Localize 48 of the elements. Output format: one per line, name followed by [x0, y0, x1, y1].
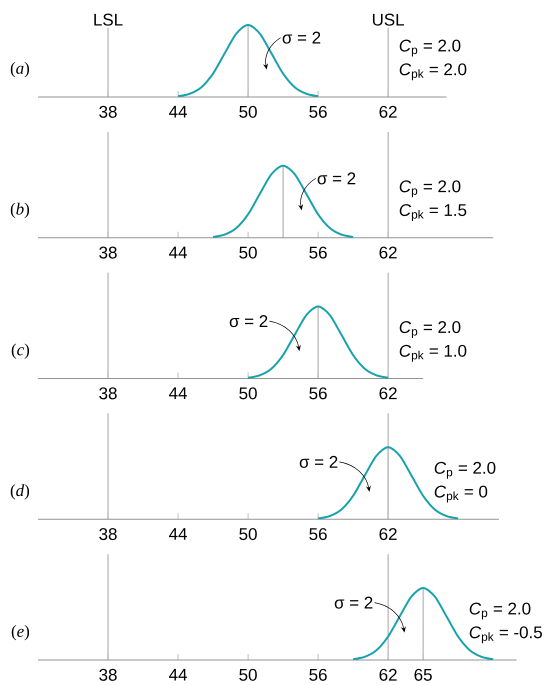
ref-line-label: USL	[372, 14, 404, 26]
x-tick-label: 50	[239, 528, 257, 540]
x-tick-label: 65	[414, 668, 432, 681]
x-tick-label: 38	[99, 106, 117, 118]
x-tick-label: 50	[239, 246, 257, 259]
annotation: C$_{pk}$ = -0.5	[470, 626, 542, 644]
annotation: C$_{pk}$ = 0	[434, 486, 488, 503]
x-tick-label: 50	[239, 387, 257, 400]
x-tick-label: 38	[99, 668, 117, 681]
annotation: σ = 2	[300, 456, 338, 468]
text: (b)	[10, 202, 30, 218]
x-tick-label: 38	[99, 387, 117, 400]
annotation: C$_{p}$ = 2.0	[434, 462, 496, 479]
x-tick-label: 44	[169, 387, 187, 399]
annotation: C$_{pk}$ = 1.0	[400, 344, 466, 362]
x-tick-label: 62	[380, 668, 397, 681]
x-tick-label: 56	[309, 528, 327, 540]
text: (c)	[12, 343, 30, 359]
annotation: σ = 2	[334, 596, 372, 609]
x-tick-label: 44	[169, 528, 187, 540]
annotation: C$_{p}$ = 2.0	[400, 40, 460, 56]
x-tick-label: 62	[380, 106, 397, 118]
annotation: σ = 2	[318, 172, 356, 184]
x-tick-label: 62	[380, 528, 397, 540]
x-tick-label: 44	[169, 246, 187, 258]
annotation: σ = 2	[282, 32, 320, 44]
x-tick-label: 56	[309, 246, 327, 259]
x-tick-label: 50	[239, 668, 257, 681]
text: (d)	[10, 484, 30, 500]
annotation: C$_{p}$ = 2.0	[400, 321, 460, 338]
x-tick-label: 56	[309, 668, 327, 681]
annotation: C$_{pk}$ = 2.0	[400, 63, 466, 80]
annotation: C$_{p}$ = 2.0	[400, 180, 460, 198]
x-tick-label: 38	[99, 246, 117, 259]
annotation: C$_{pk}$ = 1.5	[400, 204, 466, 222]
x-tick-label: 50	[239, 106, 257, 118]
x-tick-label: 62	[380, 387, 397, 400]
ref-line-label: LSL	[94, 14, 123, 26]
x-tick-label: 44	[169, 668, 187, 680]
text: (a)	[10, 62, 30, 78]
x-tick-label: 62	[380, 246, 397, 259]
x-tick-label: 38	[99, 528, 117, 540]
x-tick-label: 56	[309, 106, 327, 118]
text: (e)	[12, 624, 30, 640]
x-tick-label: 44	[169, 106, 187, 118]
annotation: C$_{p}$ = 2.0	[470, 602, 530, 620]
annotation: σ = 2	[230, 315, 268, 328]
x-tick-label: 56	[309, 387, 327, 400]
